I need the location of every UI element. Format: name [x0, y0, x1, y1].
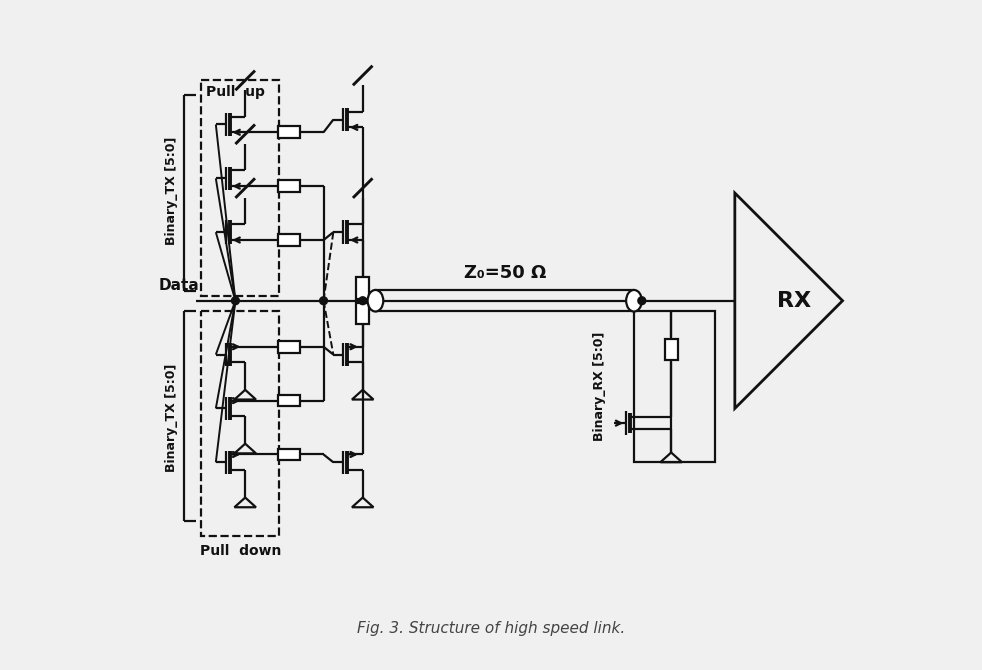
Circle shape: [638, 297, 646, 305]
Ellipse shape: [627, 290, 642, 312]
Bar: [356, 277, 369, 299]
Bar: [356, 303, 369, 324]
Circle shape: [232, 297, 240, 305]
Bar: [665, 339, 678, 360]
Bar: [634, 310, 715, 462]
Ellipse shape: [367, 290, 383, 312]
Text: Fig. 3. Structure of high speed link.: Fig. 3. Structure of high speed link.: [356, 621, 626, 636]
Circle shape: [358, 297, 366, 305]
Text: Data: Data: [159, 278, 199, 293]
Circle shape: [319, 297, 327, 305]
Bar: [279, 449, 300, 460]
Bar: [279, 180, 300, 192]
Text: Binary_TX [5:0]: Binary_TX [5:0]: [165, 137, 179, 245]
Bar: [279, 341, 300, 352]
Text: Binary_TX [5:0]: Binary_TX [5:0]: [165, 364, 179, 472]
Text: Pull  up: Pull up: [206, 85, 265, 99]
Bar: [201, 80, 280, 296]
Text: RX: RX: [777, 291, 811, 311]
Bar: [279, 234, 300, 246]
Text: Pull  down: Pull down: [199, 543, 281, 557]
Bar: [201, 310, 280, 536]
Bar: [279, 127, 300, 138]
Bar: [279, 395, 300, 407]
Text: Z₀=50 Ω: Z₀=50 Ω: [464, 264, 546, 282]
Text: Binary_RX [5:0]: Binary_RX [5:0]: [593, 332, 606, 441]
